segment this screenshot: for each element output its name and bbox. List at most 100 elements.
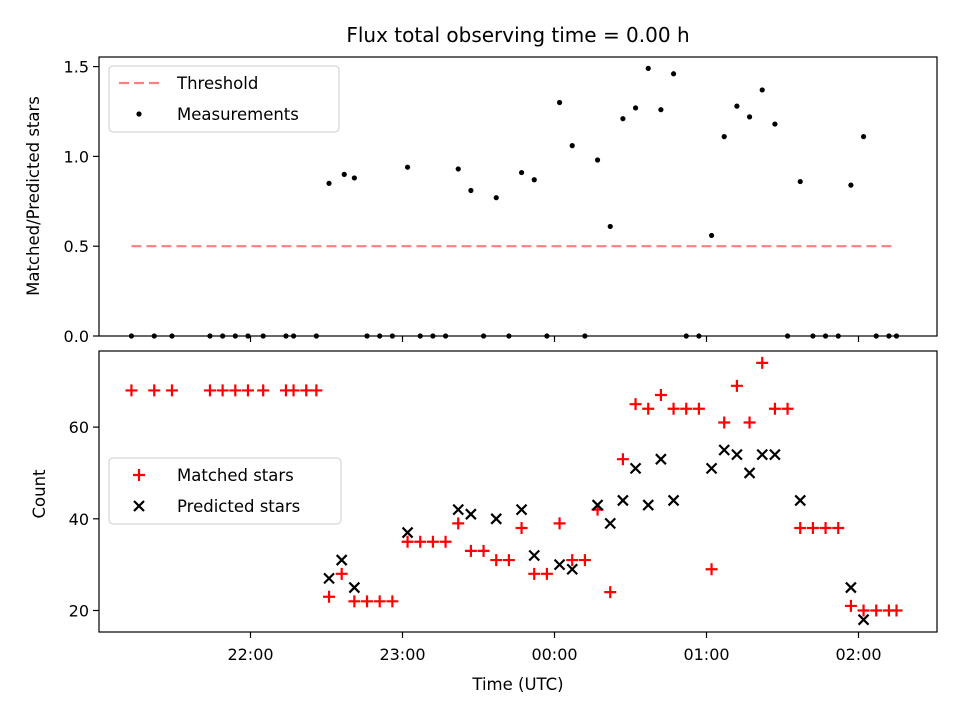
matched-star-point bbox=[490, 554, 503, 567]
measurement-point bbox=[848, 182, 854, 188]
matched-star-point bbox=[386, 595, 399, 608]
matched-star-point bbox=[540, 567, 553, 580]
measurement-point bbox=[518, 169, 525, 176]
count-x-tick-label: 01:00 bbox=[683, 645, 729, 664]
count-x-tick-label: 23:00 bbox=[379, 645, 425, 664]
measurement-point bbox=[556, 99, 563, 106]
matched-star-point bbox=[692, 402, 705, 415]
matched-star-point bbox=[844, 599, 857, 612]
count-panel: 20 40 60 22:00 23:00 00:00 01:00 02:00 Count T… bbox=[30, 350, 938, 694]
matched-star-point bbox=[401, 535, 414, 548]
matched-stars-series bbox=[125, 356, 903, 617]
predicted-star-point bbox=[756, 448, 769, 461]
predicted-legend-label: Predicted stars bbox=[177, 497, 300, 516]
measurement-point bbox=[746, 114, 753, 120]
ratio-legend: Threshold Measurements bbox=[108, 65, 340, 133]
measurement-point bbox=[620, 116, 626, 122]
ratio-panel: 0.0 0.5 1.0 1.5 Matched/Predicted stars Thr… bbox=[24, 56, 938, 346]
figure-title: Flux total observing time = 0.00 h bbox=[346, 23, 689, 47]
matched-star-point bbox=[794, 521, 807, 534]
matched-star-point bbox=[680, 402, 693, 415]
matched-star-point bbox=[578, 554, 591, 567]
matched-legend-label: Matched stars bbox=[177, 466, 294, 485]
measurement-point bbox=[455, 166, 461, 172]
threshold-legend-label: Threshold bbox=[176, 74, 258, 93]
matched-star-point bbox=[229, 384, 242, 397]
matched-star-point bbox=[287, 384, 300, 397]
matched-star-point bbox=[148, 384, 161, 397]
predicted-legend-swatch bbox=[133, 500, 145, 512]
matched-star-point bbox=[257, 384, 270, 397]
matched-star-point bbox=[361, 595, 374, 608]
predicted-star-point bbox=[629, 462, 642, 475]
predicted-star-point bbox=[452, 503, 465, 516]
measurement-point bbox=[326, 180, 332, 186]
matched-star-point bbox=[743, 416, 756, 429]
predicted-star-point bbox=[667, 494, 680, 507]
predicted-star-point bbox=[705, 462, 718, 475]
predicted-star-point bbox=[515, 503, 528, 516]
matched-star-point bbox=[348, 595, 361, 608]
ratio-y-tick-label: 0.5 bbox=[64, 237, 89, 256]
measurement-point bbox=[351, 175, 357, 181]
count-x-ticks: 22:00 23:00 00:00 01:00 02:00 bbox=[227, 632, 882, 664]
matched-star-point bbox=[890, 604, 903, 617]
matched-star-point bbox=[528, 567, 541, 580]
x-axis-label: Time (UTC) bbox=[471, 675, 563, 694]
measurement-point bbox=[670, 71, 677, 77]
matched-star-point bbox=[705, 563, 718, 576]
matched-star-point bbox=[323, 590, 336, 603]
matched-star-point bbox=[414, 535, 427, 548]
ratio-x-tick-marks bbox=[249, 336, 860, 342]
predicted-star-point bbox=[845, 581, 857, 594]
predicted-star-point bbox=[642, 499, 655, 511]
predicted-star-point bbox=[794, 494, 807, 507]
count-y-tick-label: 40 bbox=[69, 510, 89, 529]
measurement-point bbox=[772, 121, 778, 127]
matched-star-point bbox=[300, 384, 313, 397]
count-y-ticks: 20 40 60 bbox=[69, 418, 99, 621]
matched-star-point bbox=[870, 604, 883, 617]
measurement-point bbox=[632, 105, 639, 111]
matched-star-point bbox=[730, 379, 743, 392]
count-y-tick-label: 60 bbox=[69, 418, 89, 437]
measurement-point bbox=[531, 177, 537, 183]
measurement-point bbox=[708, 232, 715, 239]
count-legend: Matched stars Predicted stars bbox=[108, 457, 342, 525]
matched-star-point bbox=[616, 453, 629, 466]
matched-star-point bbox=[654, 389, 667, 402]
measurement-point bbox=[734, 103, 740, 109]
matched-star-point bbox=[241, 384, 254, 397]
predicted-star-point bbox=[465, 508, 477, 520]
predicted-star-point bbox=[335, 554, 348, 566]
ratio-legend-box bbox=[108, 65, 340, 133]
predicted-star-point bbox=[604, 517, 617, 530]
ratio-y-label: Matched/Predicted stars bbox=[24, 96, 43, 296]
count-legend-box bbox=[108, 457, 342, 525]
predicted-star-point bbox=[591, 499, 604, 511]
matched-star-point bbox=[819, 521, 832, 534]
measurement-point bbox=[468, 187, 474, 194]
predicted-star-point bbox=[731, 448, 743, 461]
matched-star-point bbox=[718, 416, 731, 429]
count-panel-frame bbox=[98, 350, 938, 633]
count-x-tick-label: 22:00 bbox=[227, 645, 273, 664]
matched-star-point bbox=[768, 402, 781, 415]
matched-star-point bbox=[216, 384, 229, 397]
predicted-star-point bbox=[617, 494, 629, 507]
matched-star-point bbox=[832, 521, 845, 534]
predicted-star-point bbox=[553, 558, 566, 571]
matched-star-point bbox=[125, 384, 138, 397]
ratio-y-tick-label: 1.0 bbox=[64, 147, 89, 166]
measurement-point bbox=[594, 157, 601, 163]
measurements-legend-label: Measurements bbox=[177, 105, 299, 124]
matched-star-point bbox=[464, 544, 477, 557]
matched-star-point bbox=[203, 384, 216, 397]
matched-star-point bbox=[426, 535, 439, 548]
measurements-legend-swatch bbox=[136, 111, 142, 117]
predicted-stars-series bbox=[323, 444, 870, 626]
matched-star-point bbox=[165, 384, 178, 397]
matched-star-point bbox=[553, 517, 566, 530]
measurement-point bbox=[341, 171, 347, 177]
matched-star-point bbox=[756, 356, 769, 369]
